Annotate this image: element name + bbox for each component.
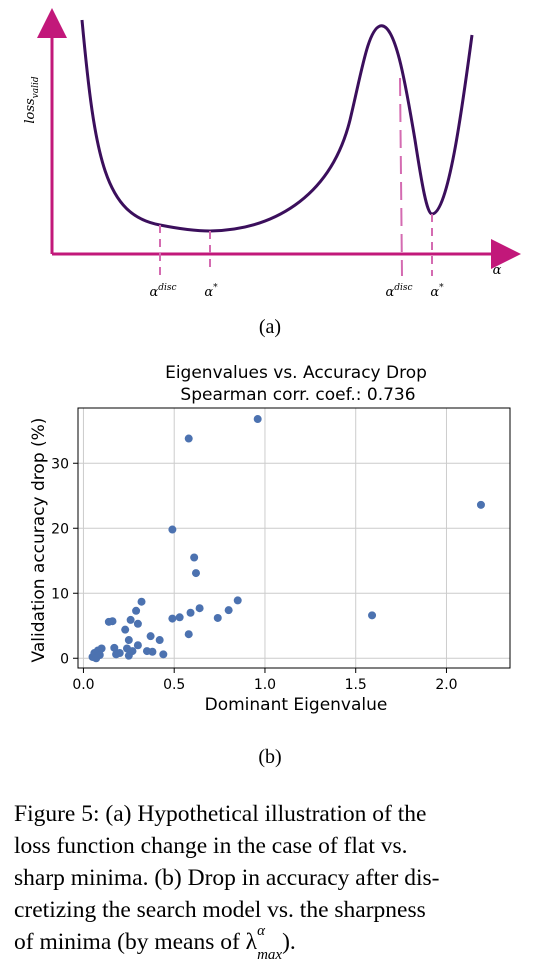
data-point [184,434,193,443]
chart-title: Eigenvalues vs. Accuracy Drop [165,363,427,383]
data-point [233,596,242,605]
data-point [190,553,199,562]
figure-caption: Figure 5: (a) Hypothetical illustration … [14,798,526,967]
x-tick-label: 2.0 [435,677,457,693]
y-tick-label: 0 [60,651,69,667]
y-tick-label: 30 [51,456,69,472]
data-point [97,644,106,653]
x-axis-label: α [493,263,502,278]
lambda-subscript: max [257,946,283,963]
data-point [175,613,184,622]
x-tick-label: 0.5 [163,677,185,693]
data-point [159,650,168,659]
subfigure-label-a: (a) [258,316,282,338]
data-point [213,613,222,622]
data-point [110,643,119,652]
data-point [133,619,142,628]
x-axis-label: Dominant Eigenvalue [205,695,388,715]
chart-subtitle: Spearman corr. coef.: 0.736 [180,385,415,405]
marker-label-sharp-opt: α* [430,283,444,300]
data-point [128,647,137,656]
y-tick-label: 10 [51,586,69,602]
data-point [368,611,377,620]
subfigure-label-b: (b) [258,746,282,768]
data-point [121,625,130,634]
marker-label-flat-opt: α* [204,283,218,300]
y-axis-label: Validation accuracy drop (%) [29,418,49,663]
caption-line-4: cretizing the search model vs. the sharp… [14,897,426,923]
sharp-disc-marker-line [399,77,403,277]
data-point [108,617,117,626]
marker-label-flat-disc: αdisc [149,283,176,300]
data-point [476,500,485,509]
lambda-superscript: α [257,923,265,939]
data-point [184,630,193,639]
data-point [148,647,157,656]
data-point [133,641,142,650]
data-point [124,636,133,645]
data-point [155,636,164,645]
data-point [186,608,195,617]
y-tick-label: 20 [51,521,69,537]
y-axis-label: lossvalid [23,76,41,124]
marker-label-sharp-disc: αdisc [385,283,412,300]
data-point [126,615,135,624]
data-point [168,614,177,623]
data-point [132,606,141,615]
loss-illustration-figure: lossvalid α αdisc α* αdisc α* [23,8,521,300]
eigenvalue-scatter-chart: Eigenvalues vs. Accuracy Drop Spearman c… [29,363,511,715]
caption-line-3: sharp minima. (b) Drop in accuracy after… [14,865,440,891]
caption-line-2: loss function change in the case of flat… [14,833,408,859]
x-tick-label: 1.5 [345,677,367,693]
caption-line-1: Figure 5: (a) Hypothetical illustration … [14,801,427,827]
data-point [195,604,204,613]
data-point [146,632,155,641]
x-tick-label: 0.0 [72,677,94,693]
data-point [191,569,200,578]
caption-line-5: of minima (by means of λ α max). [14,923,526,967]
data-point [253,415,262,424]
data-point [224,606,233,615]
plot-frame [77,407,511,669]
data-point [168,525,177,534]
data-point [137,597,146,606]
loss-curve [80,19,474,233]
data-point [95,651,104,659]
data-point [115,649,124,658]
x-tick-label: 1.0 [254,677,276,693]
